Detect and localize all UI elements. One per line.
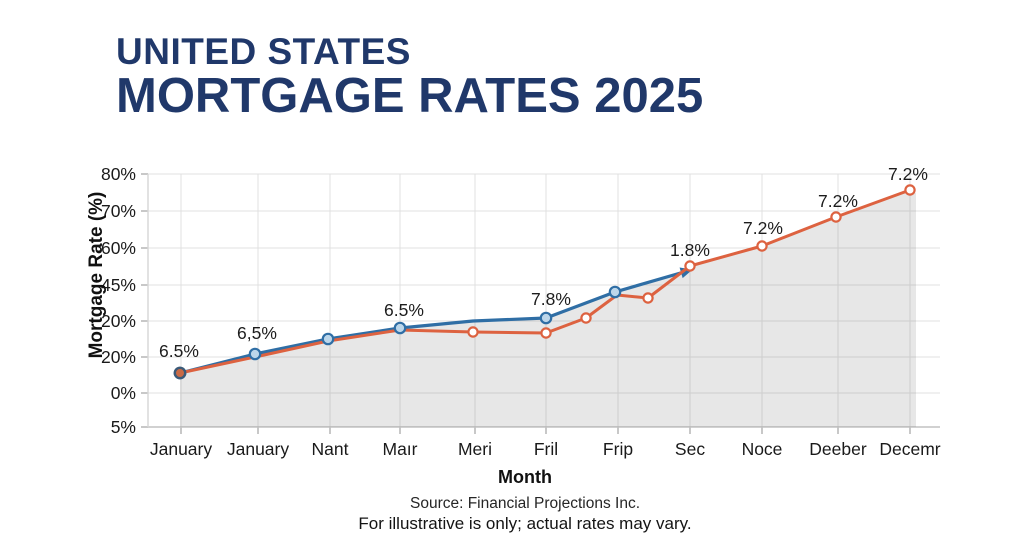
point-value-label: 7.8% xyxy=(531,289,571,309)
data-point-marker-projected-rate-blue xyxy=(248,347,262,361)
y-tick-label: 20% xyxy=(101,347,136,367)
point-value-label: 6.5% xyxy=(159,341,199,361)
x-tick-label: Meri xyxy=(458,439,492,459)
x-tick-label: Maır xyxy=(383,439,418,459)
point-value-label: 7.2% xyxy=(888,164,928,184)
x-tick-label: January xyxy=(227,439,290,459)
x-axis-title: Month xyxy=(498,467,552,487)
start-point-marker xyxy=(173,366,187,380)
chart-footer: Source: Financial Projections Inc. For i… xyxy=(13,494,1024,534)
x-tick-label: Fril xyxy=(534,439,558,459)
data-point-marker-actual-rate-orange xyxy=(904,184,916,196)
data-point-marker-actual-rate-orange xyxy=(540,327,552,339)
data-point-marker-projected-rate-blue xyxy=(393,321,407,335)
area-fill xyxy=(180,190,916,427)
data-point-marker-actual-rate-orange xyxy=(756,240,768,252)
chart-title: UNITED STATES MORTGAGE RATES 2025 xyxy=(116,33,703,122)
point-value-label: 1.8% xyxy=(670,240,710,260)
y-tick-label: 80% xyxy=(101,164,136,184)
disclaimer-text: For illustrative is only; actual rates m… xyxy=(358,514,692,533)
data-point-marker-actual-rate-orange xyxy=(830,211,842,223)
x-tick-label: Frip xyxy=(603,439,633,459)
data-point-marker-actual-rate-orange xyxy=(684,260,696,272)
x-tick-label: Decemr xyxy=(879,439,940,459)
data-point-marker-actual-rate-orange xyxy=(580,312,592,324)
title-line-subject: MORTGAGE RATES 2025 xyxy=(116,69,704,123)
title-line-country: UNITED STATES xyxy=(116,31,411,72)
point-value-label: 6,5% xyxy=(237,323,277,343)
x-tick-label: Sec xyxy=(675,439,705,459)
source-text: Source: Financial Projections Inc. xyxy=(409,495,641,512)
y-tick-label: 70% xyxy=(101,201,136,221)
data-point-marker-actual-rate-orange xyxy=(642,292,654,304)
point-value-label: 6.5% xyxy=(384,300,424,320)
y-tick-label: 45% xyxy=(101,275,136,295)
data-point-marker-projected-rate-blue xyxy=(539,311,553,325)
point-value-label: 7.2% xyxy=(743,218,783,238)
series-line-projected-rate-blue xyxy=(178,270,686,375)
y-tick-label: 20% xyxy=(101,311,136,331)
y-tick-label: 60% xyxy=(101,238,136,258)
point-value-label: 7.2% xyxy=(818,191,858,211)
y-tick-label: 0% xyxy=(111,383,136,403)
x-tick-label: Deeber xyxy=(809,439,867,459)
x-tick-label: January xyxy=(150,439,213,459)
y-tick-label: 5% xyxy=(111,417,136,437)
y-axis-title: Mortgage Rate (%) xyxy=(86,191,107,359)
x-tick-label: Nant xyxy=(312,439,349,459)
data-point-marker-projected-rate-blue xyxy=(608,285,622,299)
x-tick-label: Noce xyxy=(742,439,783,459)
data-point-marker-actual-rate-orange xyxy=(467,326,479,338)
data-point-marker-projected-rate-blue xyxy=(321,332,335,346)
